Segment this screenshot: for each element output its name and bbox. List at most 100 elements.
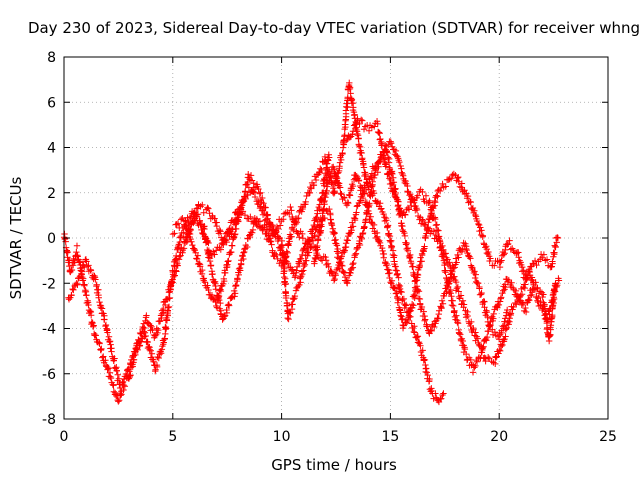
- data-point: [541, 306, 549, 314]
- data-point: [288, 233, 295, 240]
- data-point: [82, 256, 89, 264]
- data-point: [247, 172, 255, 179]
- data-point: [142, 332, 149, 340]
- data-point: [501, 318, 508, 325]
- data-point: [420, 308, 427, 315]
- y-tick-label: 0: [47, 231, 56, 247]
- data-point: [291, 292, 299, 300]
- data-point: [350, 104, 357, 111]
- data-point: [483, 243, 490, 250]
- data-point: [316, 222, 324, 229]
- data-point: [302, 245, 310, 253]
- data-point: [144, 338, 151, 346]
- data-point: [406, 308, 413, 315]
- data-point: [259, 194, 266, 202]
- data-point: [451, 313, 459, 321]
- data-point: [376, 239, 384, 247]
- data-point: [145, 343, 153, 350]
- data-point: [376, 130, 383, 137]
- data-point: [152, 366, 159, 374]
- data-point: [417, 348, 425, 356]
- data-point: [331, 270, 339, 277]
- data-point: [280, 261, 287, 268]
- data-point: [384, 223, 391, 230]
- data-point: [232, 225, 240, 233]
- data-point: [492, 354, 500, 361]
- data-point: [209, 270, 216, 278]
- data-point: [287, 309, 294, 317]
- data-point: [299, 270, 306, 278]
- data-point: [213, 304, 221, 311]
- data-point: [330, 185, 337, 192]
- data-point: [472, 271, 480, 278]
- data-point: [281, 257, 289, 264]
- series-trace-e: [182, 142, 511, 343]
- data-point: [450, 265, 457, 272]
- data-point: [513, 292, 520, 300]
- data-point: [472, 329, 479, 336]
- data-point: [475, 353, 483, 361]
- data-point: [346, 192, 354, 199]
- data-point: [435, 233, 443, 240]
- data-point: [68, 291, 75, 299]
- data-point: [153, 363, 161, 371]
- data-point: [310, 182, 318, 189]
- data-point: [392, 267, 399, 274]
- data-point: [438, 297, 446, 304]
- data-point: [271, 230, 278, 237]
- data-point: [375, 238, 382, 245]
- data-point: [336, 184, 344, 191]
- data-point: [481, 303, 488, 311]
- data-point: [524, 274, 532, 281]
- ticks-layer: 0 5 10 15 20 25 -8 -6 -4 -2 0 2 4 6 8: [42, 50, 617, 445]
- data-point: [288, 305, 296, 313]
- data-point: [394, 270, 401, 277]
- data-point: [356, 241, 364, 249]
- data-point: [518, 291, 526, 298]
- data-point: [65, 296, 73, 303]
- data-point: [307, 244, 314, 252]
- data-point: [180, 221, 188, 228]
- data-point: [397, 211, 405, 219]
- data-point: [336, 165, 343, 172]
- data-point: [367, 213, 374, 221]
- data-point: [236, 267, 244, 274]
- data-point: [471, 274, 479, 282]
- data-point: [404, 247, 412, 254]
- data-point: [177, 216, 185, 223]
- data-point: [480, 343, 487, 350]
- data-point: [273, 251, 280, 259]
- data-point: [284, 260, 292, 267]
- data-point: [282, 254, 290, 261]
- data-point: [105, 333, 113, 340]
- data-point: [485, 327, 492, 335]
- data-point: [280, 216, 287, 223]
- data-point: [224, 261, 231, 268]
- data-point: [166, 283, 174, 291]
- data-point: [342, 240, 350, 247]
- data-point: [312, 244, 319, 251]
- data-point: [396, 158, 403, 166]
- data-point: [110, 388, 118, 395]
- data-point: [388, 243, 396, 250]
- data-point: [397, 309, 404, 316]
- data-point: [400, 295, 408, 303]
- data-point: [434, 314, 441, 322]
- data-point: [387, 279, 394, 286]
- data-point: [359, 117, 366, 124]
- data-point: [456, 330, 463, 337]
- data-point: [451, 264, 458, 271]
- data-point: [467, 356, 474, 364]
- data-point: [150, 358, 157, 365]
- data-point: [416, 262, 423, 269]
- data-point: [311, 223, 318, 230]
- data-point: [477, 355, 484, 362]
- data-point: [548, 263, 555, 271]
- data-point: [380, 254, 387, 261]
- data-point: [110, 382, 117, 389]
- data-point: [95, 294, 102, 301]
- data-point: [162, 325, 170, 332]
- data-point: [421, 221, 428, 228]
- y-tick-label: 6: [47, 95, 56, 111]
- data-point: [438, 305, 445, 312]
